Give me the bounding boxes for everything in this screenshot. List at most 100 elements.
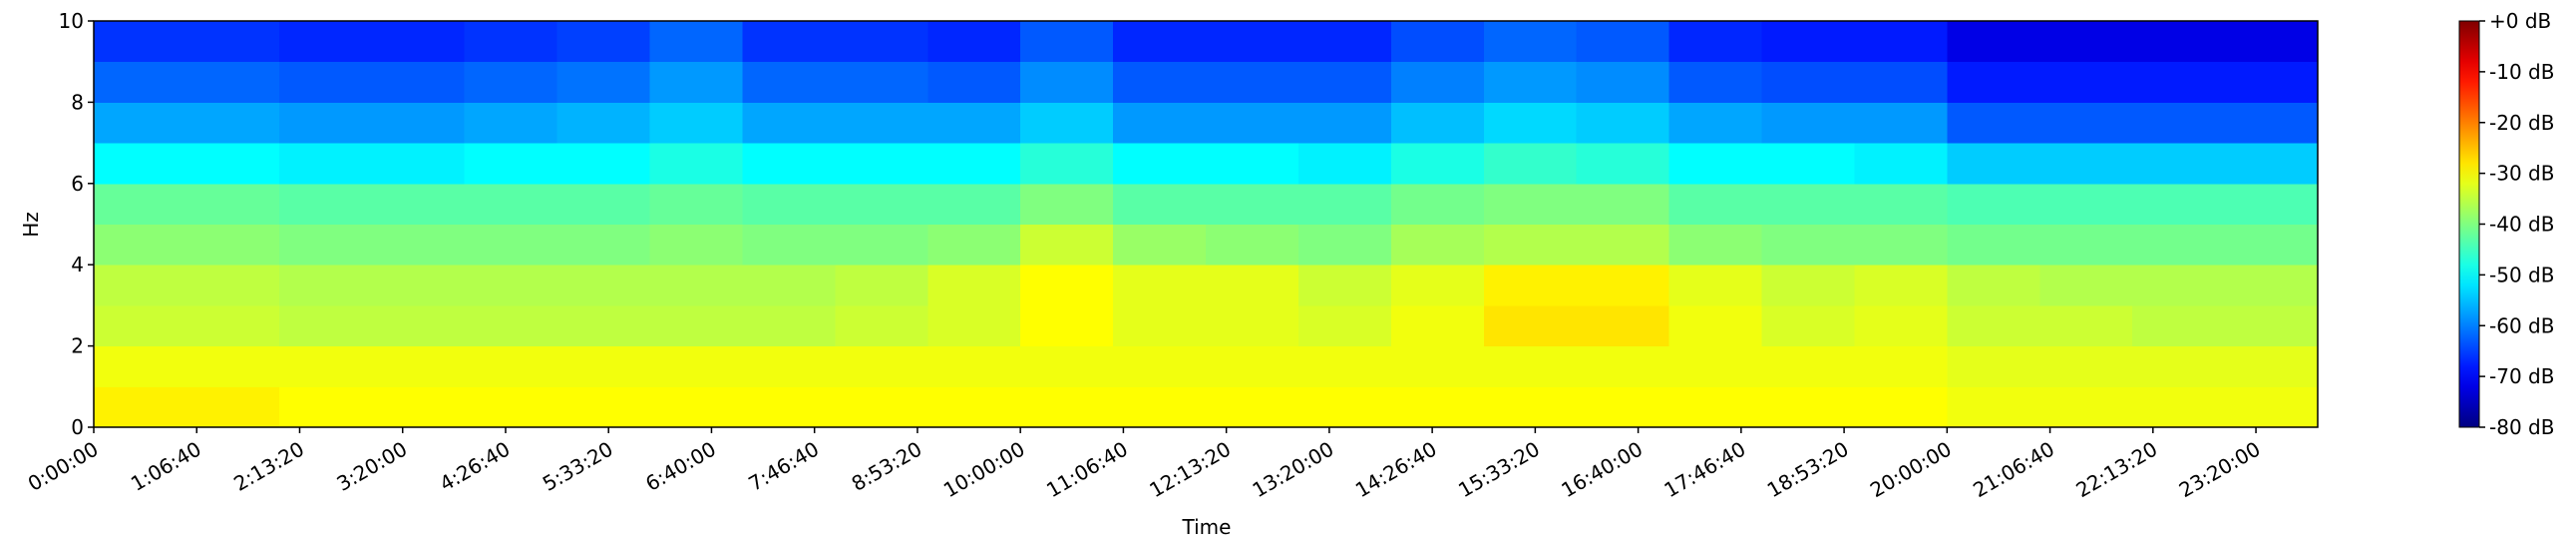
y-tick-label: 0 [71,415,84,439]
heatmap-cell [464,21,558,63]
heatmap-cell [1020,102,1114,144]
heatmap-cell [2132,61,2226,103]
heatmap-cell [1390,102,1485,144]
heatmap-cell [927,61,1021,103]
heatmap-cell [2132,183,2226,225]
x-tick-label: 21:06:40 [1969,437,2058,503]
heatmap-cell [371,61,466,103]
heatmap-cell [742,102,836,144]
x-tick-label: 12:13:20 [1145,437,1235,503]
heatmap-cell [464,304,558,347]
heatmap-cell [1483,183,1578,225]
heatmap-cell [1390,224,1485,266]
heatmap-cell [649,21,743,63]
heatmap-cell [185,386,280,428]
heatmap-cell [1668,265,1762,306]
heatmap-cell [835,183,928,225]
heatmap-cell [185,61,280,103]
colorbar-tick-label: -80 dB [2489,415,2554,439]
heatmap-cell [835,224,928,266]
heatmap-cell [94,143,187,185]
heatmap-cell [1668,304,1762,347]
heatmap-cell [1761,61,1855,103]
x-tick-label: 8:53:20 [848,437,926,496]
heatmap-cell [464,61,558,103]
heatmap-cell [556,345,650,387]
y-tick-label: 2 [71,334,84,358]
heatmap-cell [2132,386,2226,428]
heatmap-cell [1483,143,1578,185]
y-tick-label: 4 [71,253,84,276]
x-tick-label: 0:00:00 [24,437,103,496]
heatmap-cell [556,183,650,225]
heatmap-cell [1668,386,1762,428]
heatmap-cell [371,265,466,306]
heatmap-cell [1297,345,1392,387]
heatmap-cell [1668,61,1762,103]
heatmap-cell [1390,61,1485,103]
heatmap-cell [927,21,1021,63]
heatmap-cell [1206,345,1299,387]
heatmap-cell [2225,386,2319,428]
heatmap-cell [2039,304,2133,347]
heatmap-cell [278,143,373,185]
heatmap-cell [185,265,280,306]
heatmap-cell [1668,183,1762,225]
heatmap-cell [1297,265,1392,306]
heatmap-cell [1020,386,1114,428]
x-tick-label: 17:46:40 [1660,437,1750,503]
heatmap-cell [1761,143,1855,185]
heatmap-cell [2132,143,2226,185]
heatmap-cell [556,386,650,428]
heatmap-cell [2225,345,2319,387]
heatmap-cell [1020,224,1114,266]
heatmap-cell [1854,143,1948,185]
heatmap-cell [649,61,743,103]
heatmap-cell [2225,265,2319,306]
heatmap-cell [835,61,928,103]
heatmap-cell [278,386,373,428]
heatmap-cell [2039,61,2133,103]
heatmap-cell [371,21,466,63]
heatmap-cell [1297,304,1392,347]
heatmap-cell [1206,386,1299,428]
heatmap-cell [94,265,187,306]
heatmap-cell [1483,224,1578,266]
heatmap-cell [1576,102,1670,144]
heatmap-cell [2225,304,2319,347]
heatmap-cell [927,386,1021,428]
heatmap-cell [185,304,280,347]
heatmap-cell [278,102,373,144]
heatmap-cell [1947,386,2040,428]
heatmap-cell [2039,102,2133,144]
heatmap-cell [1297,143,1392,185]
heatmap-cell [742,183,836,225]
heatmap-cell [1947,21,2040,63]
heatmap-cell [1297,61,1392,103]
heatmap-cell [835,21,928,63]
heatmap-cell [1206,304,1299,347]
heatmap-cell [1854,265,1948,306]
heatmap-cell [1113,345,1207,387]
colorbar-tick-label: -30 dB [2489,162,2554,186]
x-tick-label: 14:26:40 [1351,437,1441,503]
heatmap-cell [2225,102,2319,144]
heatmap-cell [371,224,466,266]
heatmap-cell [1761,265,1855,306]
heatmap-cell [1390,21,1485,63]
x-tick-label: 4:26:40 [436,437,515,496]
heatmap-cell [927,143,1021,185]
heatmap-cell [1483,345,1578,387]
heatmap-cell [185,102,280,144]
heatmap-cell [464,143,558,185]
heatmap-cell [2039,386,2133,428]
heatmap-cell [2225,183,2319,225]
heatmap-cell [1576,386,1670,428]
heatmap-cell [742,265,836,306]
heatmap-cell [742,386,836,428]
heatmap-cell [1576,143,1670,185]
heatmap-cell [1390,183,1485,225]
heatmap-cell [1390,345,1485,387]
heatmap-cell [2132,265,2226,306]
heatmap-cell [278,224,373,266]
